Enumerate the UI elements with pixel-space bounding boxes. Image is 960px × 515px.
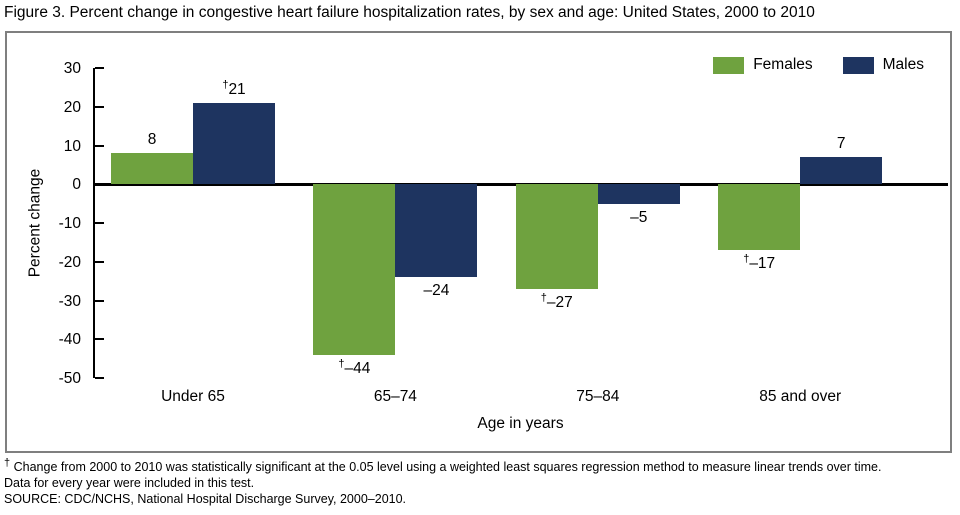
- x-axis-title: Age in years: [477, 415, 564, 432]
- legend-label-males: Males: [882, 56, 924, 73]
- bar-males-0: [193, 102, 275, 185]
- significance-footnote: † Change from 2000 to 2010 was statistic…: [4, 456, 956, 475]
- x-category-label: 75–84: [576, 388, 620, 405]
- x-category-label: Under 65: [161, 388, 225, 405]
- y-tick: [95, 144, 104, 147]
- y-tick-label: 20: [63, 98, 81, 116]
- bar-value-label: †–44: [338, 357, 371, 377]
- y-tick: [95, 67, 104, 69]
- dagger-symbol: †: [4, 456, 11, 469]
- bar-value-label: –24: [423, 282, 450, 300]
- legend: Females Males: [713, 56, 924, 74]
- y-tick-label: 30: [63, 60, 81, 77]
- y-axis-line: [93, 68, 95, 378]
- x-category-label: 65–74: [373, 388, 417, 405]
- figure-title: Figure 3. Percent change in congestive h…: [4, 4, 815, 21]
- y-tick: [95, 260, 104, 263]
- y-tick-label: 10: [63, 137, 81, 155]
- plot-area: Percent change Age in years 30 20 10 0 -10 -2…: [26, 61, 948, 432]
- y-tick: [95, 377, 104, 379]
- bar-females-3: [718, 184, 801, 251]
- bar-males-3: [800, 157, 883, 185]
- dagger-symbol: †: [222, 78, 229, 91]
- legend-item-females: Females: [713, 56, 813, 74]
- y-tick: [95, 338, 104, 341]
- y-tick-label: -30: [58, 292, 81, 310]
- y-tick: [95, 299, 104, 302]
- bar-males-2: [597, 184, 680, 204]
- bar-value-label: 7: [836, 135, 846, 153]
- bar-value-label: †–27: [540, 291, 573, 311]
- bar-females-2: [515, 184, 598, 289]
- bar-males-1: [395, 184, 478, 278]
- bar-value-label: †–17: [743, 252, 776, 273]
- bar-females-1: [313, 184, 396, 355]
- y-tick-label: -50: [58, 370, 81, 387]
- source-line: SOURCE: CDC/NCHS, National Hospital Disc…: [4, 492, 407, 506]
- bar-value-label: †21: [222, 78, 246, 98]
- y-tick-label: -40: [58, 331, 81, 349]
- bar-value-label: 8: [147, 131, 157, 149]
- y-tick-label: 0: [72, 176, 81, 194]
- footnote-text-line2: Data for every year were included in thi…: [4, 476, 255, 490]
- y-tick: [95, 222, 104, 224]
- y-tick: [95, 105, 104, 108]
- bar-females-0: [111, 153, 193, 185]
- males-swatch-icon: [842, 56, 874, 74]
- x-category-label: 85 and over: [759, 388, 842, 405]
- dagger-symbol: †: [540, 291, 547, 304]
- legend-item-males: Males: [842, 56, 924, 74]
- legend-label-females: Females: [753, 56, 813, 73]
- dagger-symbol: †: [743, 252, 750, 265]
- footnotes: † Change from 2000 to 2010 was statistic…: [4, 456, 956, 507]
- dagger-symbol: †: [338, 357, 345, 370]
- bar-value-label: –5: [630, 208, 648, 226]
- females-swatch-icon: [713, 56, 745, 74]
- chart-panel: Females Males Percent change Age in year…: [5, 31, 952, 453]
- y-tick-label: -10: [58, 215, 81, 232]
- y-tick-label: -20: [58, 253, 81, 271]
- footnote-text-line1: Change from 2000 to 2010 was statistical…: [13, 460, 882, 474]
